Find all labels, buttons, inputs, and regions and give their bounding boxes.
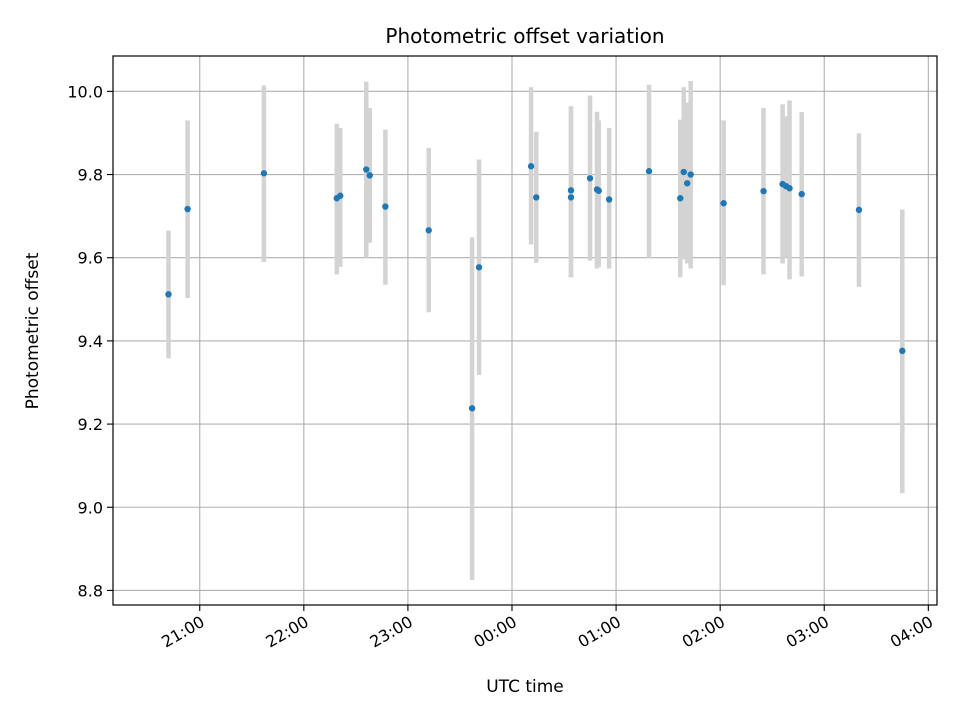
data-point [425,227,432,234]
data-point [165,291,172,298]
data-point [468,405,476,412]
data-point [595,187,602,194]
data-point [527,163,535,170]
y-tick-label: 9.2 [78,415,103,434]
data-point [687,171,694,178]
data-point [720,200,727,207]
grid [113,56,937,605]
data-point [533,194,540,201]
y-axis: 8.8 9.0 9.2 9.4 9.6 9.8 10.0 [67,82,113,600]
x-axis-label: UTC time [486,677,564,697]
data-point [567,194,575,201]
data-point [680,168,687,176]
y-tick-label: 10.0 [67,82,103,101]
data-point [363,166,370,173]
y-axis-label: Photometric offset [23,252,43,409]
y-tick-label: 8.8 [78,581,103,600]
y-tick-label: 9.8 [78,166,103,185]
chart-title: Photometric offset variation [385,24,664,48]
data-point [760,187,767,195]
data-points [165,163,906,412]
y-tick-label: 9.4 [78,332,103,351]
data-point [798,190,805,198]
plot-frame [112,55,938,606]
data-point [645,168,653,175]
data-point [475,264,483,271]
data-point [786,185,793,192]
y-tick-label: 9.6 [78,249,103,268]
data-point [605,196,613,203]
data-point [855,206,863,214]
data-point [382,203,389,210]
data-point [683,180,691,187]
y-tick-label: 9.0 [78,498,103,517]
data-point [586,175,594,182]
data-point [899,347,906,355]
data-point [260,170,268,177]
data-point [337,192,344,199]
data-point [366,172,373,179]
data-point [677,195,684,202]
data-point [567,187,575,194]
data-point [184,205,191,213]
